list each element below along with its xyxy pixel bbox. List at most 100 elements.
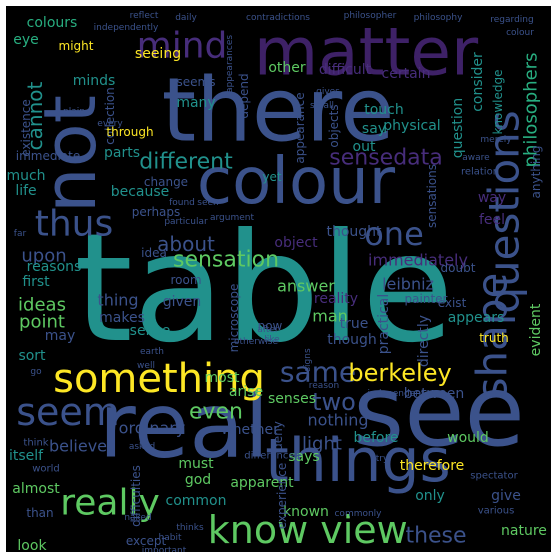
cloud-word-every: every	[97, 119, 123, 129]
cloud-word-only: only	[415, 488, 445, 504]
cloud-word-difficulties: difficulties	[129, 465, 143, 527]
cloud-word-objects: objects	[327, 104, 341, 147]
cloud-word-truth: truth	[479, 331, 509, 345]
cloud-word-much: much	[6, 168, 45, 184]
cloud-word-out: out	[353, 139, 376, 155]
cloud-word-life: life	[15, 183, 36, 199]
cloud-word-various: various	[478, 506, 515, 517]
cloud-word-point: point	[19, 312, 65, 333]
cloud-word-two: two	[312, 388, 356, 416]
cloud-word-give: give	[491, 488, 521, 504]
cloud-word-independently: independently	[94, 23, 159, 33]
cloud-word-really: really	[60, 483, 160, 524]
cloud-word-differences: differences	[244, 451, 299, 462]
cloud-word-not: not	[28, 95, 112, 213]
cloud-word-arise: arise	[229, 384, 263, 400]
cloud-word-after: after	[257, 325, 279, 335]
cloud-word-therefore: therefore	[400, 458, 465, 474]
cloud-word-relation: relation	[461, 167, 499, 178]
cloud-word-say: say	[362, 121, 386, 137]
cloud-word-appears: appears	[448, 310, 505, 326]
cloud-word-common: common	[166, 493, 227, 509]
cloud-word-sensation: sensation	[173, 248, 279, 273]
cloud-word-thing: thing	[97, 291, 138, 310]
cloud-word-painter: painter	[405, 292, 448, 306]
cloud-word-naked: naked	[124, 513, 151, 523]
cloud-word-now: now	[258, 319, 283, 333]
cloud-word-idea: idea	[141, 246, 167, 260]
cloud-word-many: many	[176, 95, 215, 111]
cloud-word-think: think	[23, 438, 48, 449]
cloud-word-must: must	[178, 456, 214, 472]
cloud-word-itself: itself	[9, 448, 44, 464]
cloud-word-even: even	[189, 400, 243, 425]
cloud-word-philosophers: philosophers	[521, 53, 542, 168]
cloud-word-because: because	[111, 184, 170, 200]
cloud-word-particular: particular	[164, 217, 208, 227]
cloud-word-question: question	[450, 98, 466, 158]
cloud-word-go: go	[30, 367, 42, 377]
cloud-word-way: way	[478, 190, 506, 206]
cloud-word-known: known	[283, 504, 329, 520]
cloud-word-seem: seem	[16, 390, 120, 434]
cloud-word-see: see	[353, 355, 525, 469]
cloud-word-feel: feel	[479, 212, 505, 228]
cloud-word-sensedata: sensedata	[329, 146, 443, 171]
cloud-word-questions: questions	[480, 110, 529, 313]
cloud-word-change: change	[144, 175, 188, 189]
cloud-word-anything: anything	[529, 146, 543, 199]
cloud-word-apparent: apparent	[230, 475, 294, 491]
cloud-word-nothing: nothing	[307, 411, 368, 430]
cloud-word-experience: experience	[275, 463, 289, 530]
cloud-word-shape: shape	[468, 273, 517, 400]
cloud-word-reasons: reasons	[27, 259, 82, 275]
cloud-word-like: like	[264, 335, 280, 345]
cloud-word-different: different	[139, 150, 233, 175]
cloud-word-given: given	[163, 294, 202, 310]
cloud-word-philosopher: philosopher	[344, 11, 397, 21]
cloud-word-merely: merely	[480, 135, 512, 145]
cloud-word-immediately: immediately	[368, 251, 468, 270]
cloud-word-nature: nature	[501, 523, 547, 539]
cloud-word-sense: sense	[130, 323, 171, 339]
cloud-word-commonly: commonly	[334, 509, 382, 519]
cloud-word-before: before	[353, 430, 398, 446]
cloud-word-room: room	[170, 273, 201, 287]
cloud-word-aware: aware	[462, 153, 490, 163]
cloud-word-signs: signs	[303, 348, 313, 372]
cloud-word-believe: believe	[49, 437, 107, 456]
cloud-word-directly: directly	[416, 315, 432, 367]
cloud-word-light: light	[302, 434, 342, 455]
cloud-word-object: object	[274, 235, 318, 251]
cloud-word-difficult: difficult	[319, 62, 372, 78]
cloud-word-real: real	[99, 374, 270, 479]
cloud-word-existence: existence	[19, 99, 33, 157]
cloud-word-through: through	[106, 125, 153, 139]
cloud-word-colour: colour	[197, 145, 396, 219]
cloud-word-philosophy: philosophy	[414, 13, 464, 23]
cloud-word-far: far	[14, 229, 27, 239]
cloud-word-gives: gives	[316, 87, 340, 97]
cloud-word-things: things	[265, 426, 451, 496]
cloud-word-doubt: doubt	[441, 261, 476, 275]
cloud-word-thus: thus	[35, 204, 114, 245]
cloud-word-view: view	[320, 508, 408, 552]
cloud-word-found: found	[169, 198, 195, 208]
cloud-word-parts: parts	[104, 145, 140, 161]
cloud-word-seeing: seeing	[135, 46, 181, 62]
cloud-word-try: try	[376, 454, 389, 464]
cloud-word-whether: whether	[221, 422, 279, 438]
cloud-word-habit: habit	[159, 533, 182, 543]
cloud-word-seems: seems	[177, 75, 216, 89]
cloud-word-berkeley: berkeley	[348, 359, 451, 387]
cloud-word-important: important	[142, 546, 187, 552]
cloud-word-true: true	[340, 316, 369, 332]
word-cloud-canvas: table there see colour real matter not thingssh…	[6, 11, 547, 552]
cloud-word-seen: seen	[197, 198, 218, 208]
cloud-word-contradictions: contradictions	[246, 13, 310, 23]
cloud-word-colours: colours	[27, 15, 78, 31]
cloud-word-reality: reality	[314, 291, 358, 307]
cloud-word-these: these	[405, 524, 466, 549]
cloud-word-physical: physical	[383, 118, 440, 134]
cloud-word-most: most	[205, 370, 240, 386]
